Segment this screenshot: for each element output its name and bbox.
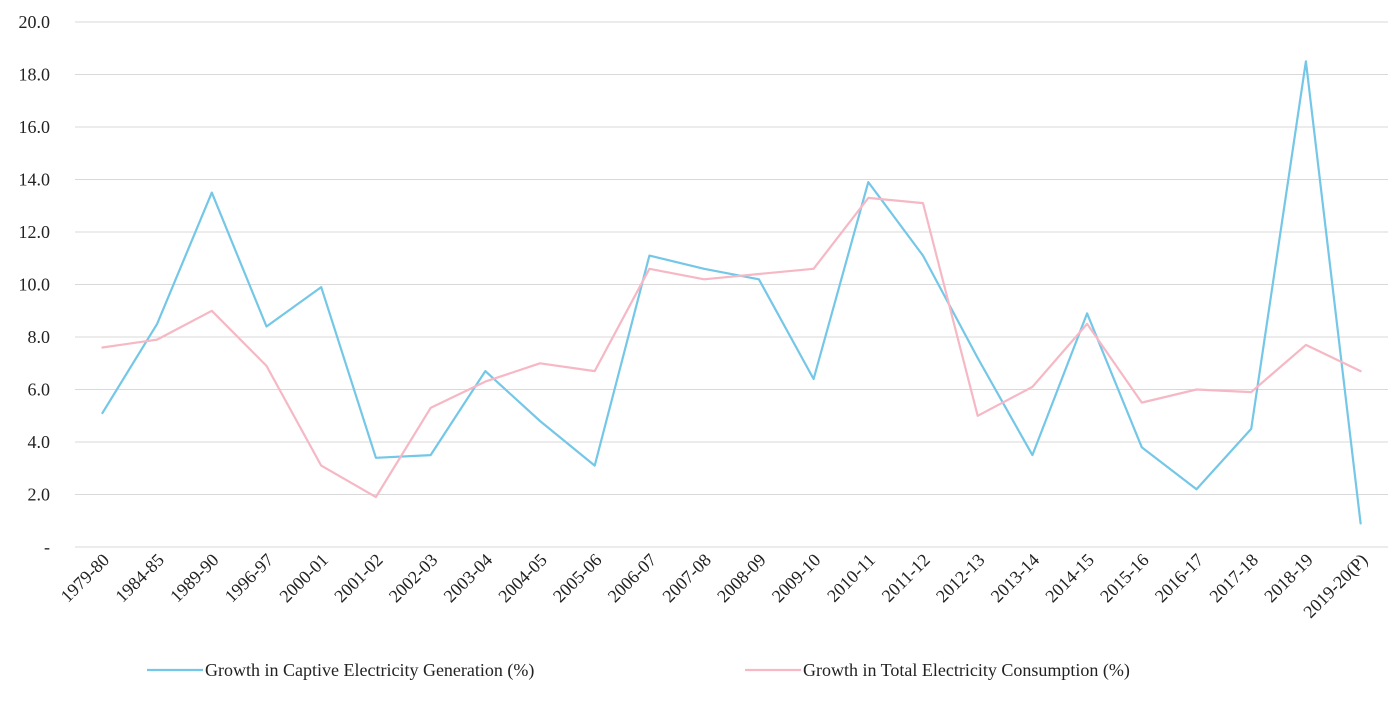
- y-tick-label: 4.0: [28, 432, 51, 452]
- legend-label: Growth in Total Electricity Consumption …: [803, 660, 1130, 681]
- x-tick-label: 2004-05: [494, 550, 551, 607]
- x-tick-label: 1996-97: [221, 550, 278, 607]
- y-tick-label: 10.0: [19, 275, 51, 295]
- x-tick-label: 2008-09: [713, 550, 770, 607]
- y-tick-label: 6.0: [28, 380, 51, 400]
- x-tick-label: 2015-16: [1096, 550, 1153, 607]
- x-tick-label: 1979-80: [57, 550, 114, 607]
- x-tick-label: 2009-10: [768, 550, 825, 607]
- y-axis: - 2.0 4.0 6.0 8.0 10.0 12.0 14.0 16.0 18.0 20.0: [19, 12, 51, 557]
- x-tick-label: 2016-17: [1151, 550, 1208, 607]
- y-tick-label: 16.0: [19, 117, 51, 137]
- series-line-captive-generation: [101, 60, 1362, 525]
- x-tick-label: 2005-06: [549, 550, 606, 607]
- y-tick-label: 18.0: [19, 65, 51, 85]
- y-tick-label: 14.0: [19, 170, 51, 190]
- x-tick-label: 2014-15: [1041, 550, 1098, 607]
- x-tick-label: 2001-02: [330, 550, 387, 607]
- y-tick-label: -: [44, 537, 50, 557]
- legend-item-total-consumption: Growth in Total Electricity Consumption …: [745, 660, 1130, 681]
- x-tick-label: 2011-12: [878, 550, 934, 606]
- series-layer: [101, 60, 1362, 525]
- y-tick-label: 8.0: [28, 327, 51, 347]
- y-tick-label: 12.0: [19, 222, 51, 242]
- legend: Growth in Captive Electricity Generation…: [147, 660, 1130, 681]
- x-tick-label: 2017-18: [1205, 550, 1262, 607]
- legend-item-captive-generation: Growth in Captive Electricity Generation…: [147, 660, 534, 681]
- grid-lines: [75, 21, 1388, 548]
- x-tick-label: 2013-14: [987, 550, 1044, 607]
- x-axis: 1979-801984-851989-901996-972000-012001-…: [57, 550, 1373, 623]
- series-line-total-consumption: [101, 196, 1362, 499]
- x-tick-label: 2007-08: [658, 550, 715, 607]
- x-tick-label: 1989-90: [166, 550, 223, 607]
- y-tick-label: 2.0: [28, 485, 51, 505]
- legend-label: Growth in Captive Electricity Generation…: [205, 660, 534, 681]
- x-tick-label: 1984-85: [111, 550, 168, 607]
- x-tick-label: 2000-01: [275, 550, 332, 607]
- y-tick-label: 20.0: [19, 12, 51, 32]
- x-tick-label: 2010-11: [823, 550, 879, 606]
- x-tick-label: 2002-03: [385, 550, 442, 607]
- x-tick-label: 2012-13: [932, 550, 989, 607]
- x-tick-label: 2006-07: [604, 550, 661, 607]
- x-tick-label: 2003-04: [440, 550, 497, 607]
